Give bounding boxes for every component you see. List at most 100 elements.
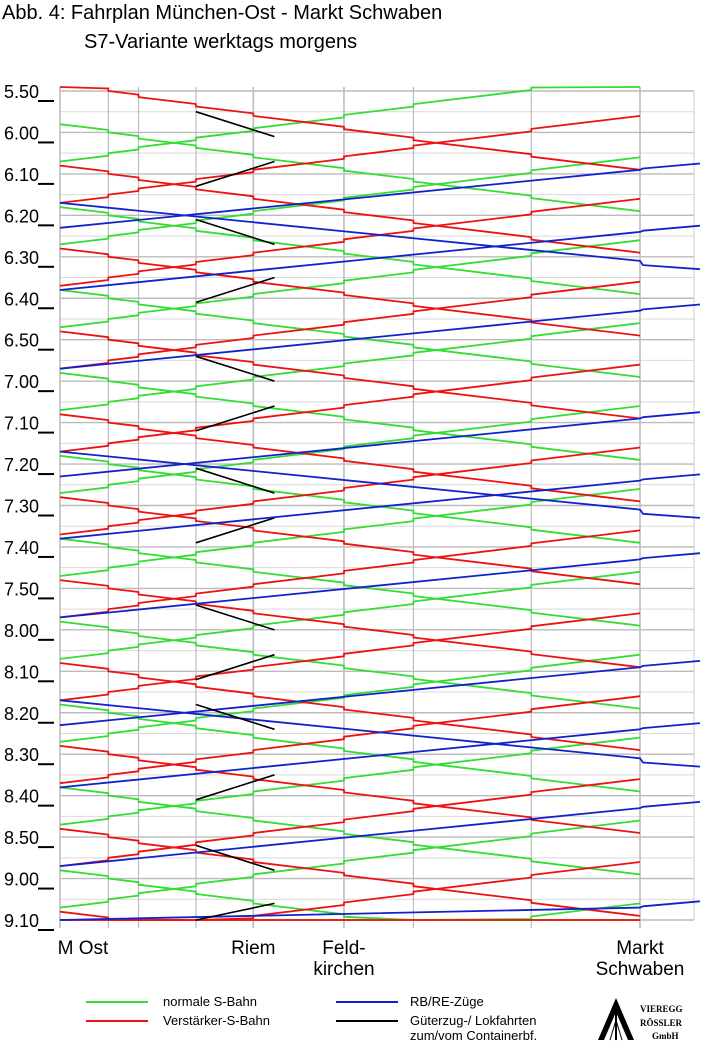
path-normal-out (59, 786, 641, 876)
path-regional-out (59, 202, 701, 271)
y-tick-label: 8.00 (4, 621, 39, 641)
station-label-feld: Feld-kirchen (313, 938, 374, 980)
path-freight-out (195, 218, 275, 246)
chart-subtitle: S7-Variante werktags morgens (84, 31, 357, 53)
path-freight-in (195, 405, 275, 432)
path-extra-out (59, 662, 641, 751)
path-extra-out (59, 86, 641, 171)
path-extra-in (60, 861, 641, 921)
logo-line-3: GmbH (652, 1031, 679, 1041)
path-extra-in (59, 280, 641, 370)
path-extra-out (59, 496, 641, 586)
station-label-mo: M Ost (58, 938, 109, 959)
path-freight-out (195, 110, 275, 138)
path-normal-in (59, 653, 641, 743)
path-normal-out (59, 123, 641, 213)
y-tick-label: 7.10 (4, 414, 39, 434)
path-extra-in (59, 363, 641, 453)
y-tick-label: 8.50 (4, 828, 39, 848)
path-freight-in (195, 653, 275, 681)
path-regional-in (59, 801, 701, 867)
y-tick-label: 7.30 (4, 497, 39, 517)
logo-mark-icon (598, 998, 634, 1040)
path-extra-in (59, 115, 641, 204)
path-extra-out (59, 247, 641, 337)
path-extra-out (59, 579, 641, 669)
path-freight-out (195, 844, 275, 872)
y-tick-label: 8.10 (4, 662, 39, 682)
path-extra-out (59, 827, 641, 917)
x-axis-stations: M Ost Riem Feld-kirchen Markt Schwaben (58, 938, 685, 980)
path-normal-out (59, 206, 641, 295)
path-regional-in (59, 660, 701, 727)
path-regional-in (59, 473, 701, 540)
y-tick-label: 7.40 (4, 538, 39, 558)
path-normal-out (59, 289, 641, 378)
y-tick-label: 6.20 (4, 206, 39, 226)
train-paths (59, 86, 701, 921)
path-regional-in (59, 552, 701, 619)
path-normal-in (59, 488, 641, 577)
path-regional-in (59, 224, 701, 291)
logo-line-1: VIEREGG (640, 1004, 683, 1014)
path-extra-in (59, 695, 641, 785)
path-freight-in (195, 160, 275, 188)
y-tick-label: 5.50 (4, 82, 39, 102)
path-normal-in (59, 570, 641, 660)
path-regional-in (59, 722, 701, 789)
legend-label-extra: Verstärker-S-Bahn (163, 1013, 270, 1028)
y-tick-label: 8.30 (4, 745, 39, 765)
y-tick-label: 6.10 (4, 165, 39, 185)
y-tick-label: 6.50 (4, 331, 39, 351)
path-freight-in (195, 517, 275, 544)
y-tick-label: 6.30 (4, 248, 39, 268)
y-axis: 5.50 6.00 6.10 6.20 6.30 6.40 6.50 7.00 7.10 7.20… (4, 82, 54, 931)
path-normal-in (59, 156, 641, 246)
y-tick-label: 7.00 (4, 372, 39, 392)
y-tick-label: 8.20 (4, 704, 39, 724)
path-normal-out (59, 537, 641, 627)
path-normal-in (59, 322, 641, 412)
path-normal-in (59, 239, 641, 329)
y-tick-label: 8.40 (4, 787, 39, 807)
path-normal-out (59, 454, 641, 544)
path-normal-in (59, 736, 641, 826)
path-regional-in (59, 162, 701, 229)
path-extra-in (59, 197, 641, 287)
path-extra-out (59, 413, 641, 503)
legend-label-freight: Güterzug-/ Lokfahrten zum/vom Containerb… (410, 1013, 540, 1043)
path-normal-in (59, 405, 641, 494)
legend: normale S-Bahn Verstärker-S-Bahn RB/RE-Z… (86, 994, 540, 1043)
path-freight-out (195, 355, 275, 382)
y-tick-label: 6.40 (4, 289, 39, 309)
path-regional-in (59, 411, 701, 478)
path-regional-out (59, 699, 701, 768)
path-regional-in (59, 303, 701, 370)
path-freight-out (195, 604, 275, 631)
path-extra-in (59, 446, 641, 536)
path-extra-out (59, 330, 641, 420)
y-tick-label: 6.00 (4, 123, 39, 143)
legend-label-normal: normale S-Bahn (163, 994, 257, 1009)
path-extra-in (59, 529, 641, 619)
path-regional-in (59, 900, 701, 921)
station-label-riem: Riem (231, 938, 275, 959)
path-normal-out (59, 372, 641, 461)
path-extra-out (59, 164, 641, 254)
path-freight-out (195, 703, 275, 731)
path-freight-out (195, 467, 275, 494)
company-logo: VIEREGG RÖSSLER GmbH (598, 998, 683, 1041)
path-extra-in (59, 612, 641, 702)
chart-title: Abb. 4: Fahrplan München-Ost - Markt Sch… (2, 2, 442, 24)
logo-line-2: RÖSSLER (640, 1018, 683, 1028)
path-freight-in (195, 902, 275, 921)
y-tick-label: 9.00 (4, 870, 39, 890)
path-normal-out (59, 703, 641, 793)
path-extra-in (59, 778, 641, 867)
y-tick-label: 9.10 (4, 911, 39, 931)
path-freight-in (195, 276, 275, 304)
path-regional-out (59, 450, 701, 519)
path-extra-out (59, 745, 641, 834)
path-normal-out (59, 869, 640, 921)
